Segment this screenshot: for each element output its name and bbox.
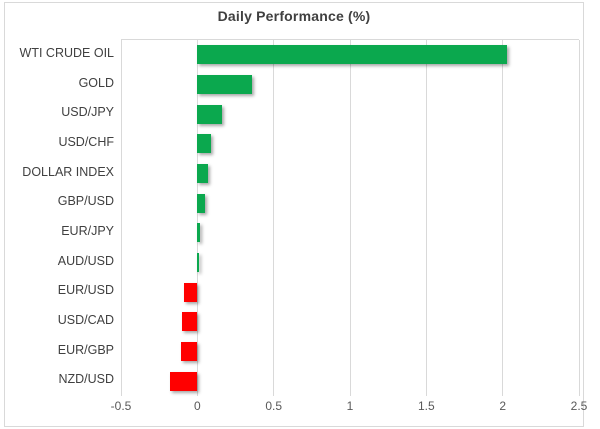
x-tick-label: 0.5 [265,399,282,413]
x-tick-label: 2 [499,399,506,413]
gridline-x-0.5 [273,40,275,396]
chart-title: Daily Performance (%) [217,8,371,24]
bar-eur-usd [183,282,198,302]
category-label-dollar-index: DOLLAR INDEX [22,164,114,179]
gridline-x--0.5 [120,40,122,396]
gridline-x-1.5 [425,40,427,396]
category-label-usd-jpy: USD/JPY [61,105,114,120]
bar-nzd-usd [169,371,198,391]
bar-gbp-usd [197,193,205,213]
x-tick-label: 0 [193,399,201,413]
gridline-x-0 [196,40,198,396]
category-label-usd-cad: USD/CAD [57,312,114,327]
category-label-usd-chf: USD/CHF [58,134,114,149]
category-label-nzd-usd: NZD/USD [58,372,114,387]
bar-dollar-index [197,164,208,183]
category-label-wti-crude-oil: WTI CRUDE OIL [19,45,114,60]
bar-usd-cad [182,312,198,332]
category-label-eur-jpy: EUR/JPY [61,223,114,238]
bar-wti-crude-oil [197,45,508,65]
bar-usd-jpy [197,104,222,124]
x-tick-label: 1 [346,399,354,413]
gridline-x-2 [502,40,504,396]
category-label-eur-gbp: EUR/GBP [57,342,114,357]
x-tick-label: 1.5 [417,399,435,413]
bar-eur-jpy [197,223,201,243]
bar-gold [197,75,253,94]
plot-area [120,39,580,396]
category-label-gbp-usd: GBP/USD [57,194,114,209]
bar-usd-chf [197,134,212,154]
bar-aud-usd [197,253,199,272]
x-tick-label: 2.5 [570,399,588,413]
category-label-eur-usd: EUR/USD [57,283,114,298]
x-tick-label: -0.5 [110,399,132,413]
gridline-x-2.5 [578,40,580,396]
gridline-x-1 [349,40,351,396]
category-label-gold: GOLD [78,75,114,90]
bar-eur-gbp [180,342,198,361]
category-label-aud-usd: AUD/USD [57,253,114,268]
